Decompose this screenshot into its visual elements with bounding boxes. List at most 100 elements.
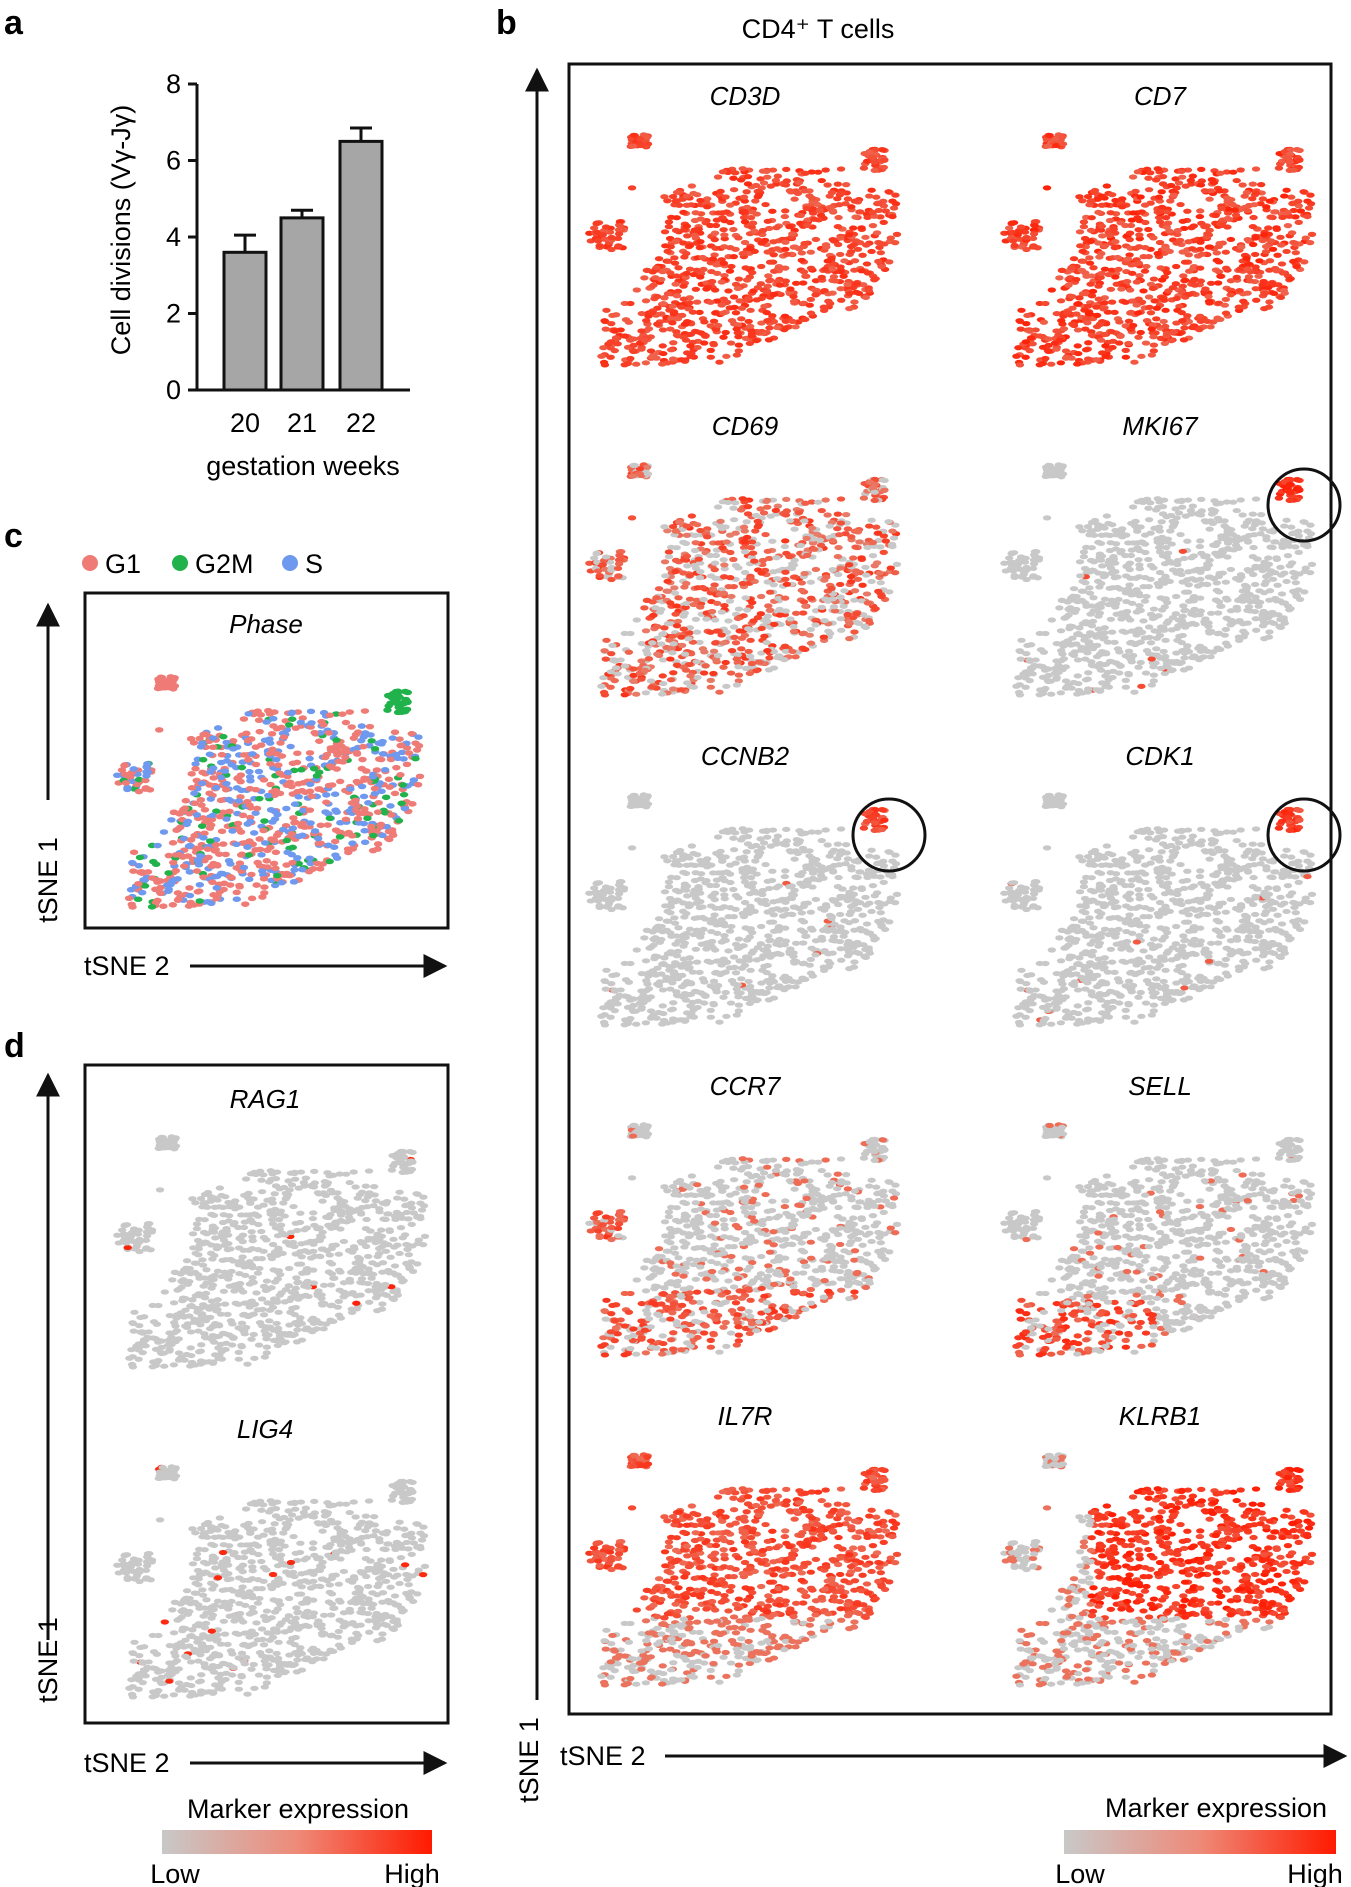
cell-point — [658, 361, 667, 367]
cell-point — [837, 627, 846, 633]
cell-point — [679, 956, 688, 962]
cell-point — [1107, 299, 1117, 305]
cell-point — [1300, 589, 1309, 595]
cell-point — [855, 539, 864, 545]
cell-point — [861, 234, 870, 240]
cell-point — [1196, 208, 1205, 214]
cell-point — [1149, 664, 1158, 670]
cell-point — [715, 1019, 724, 1025]
cell-point — [695, 309, 704, 315]
cell-point — [1212, 580, 1222, 586]
cell-point — [1144, 556, 1153, 563]
panel-label-b: b — [496, 4, 517, 42]
cell-point — [1258, 281, 1267, 288]
cell-point — [742, 519, 751, 525]
cell-point — [871, 936, 880, 942]
cell-point — [1063, 640, 1072, 646]
cell-point — [763, 318, 772, 324]
cell-point — [862, 921, 872, 927]
cell-point — [876, 910, 885, 916]
cell-point — [1197, 508, 1207, 514]
cell-point — [1081, 347, 1091, 353]
cell-point — [756, 263, 766, 270]
cell-point — [647, 684, 656, 690]
cell-point — [1293, 477, 1303, 483]
cell-point — [1167, 338, 1176, 344]
cell-point — [729, 226, 738, 233]
cell-point — [726, 219, 735, 226]
cell-point — [710, 567, 719, 573]
cell-point — [1047, 617, 1057, 623]
cell-point — [610, 1008, 619, 1014]
cell-point — [770, 621, 779, 627]
cell-point — [1083, 633, 1092, 639]
cell-point — [1179, 667, 1189, 673]
cell-point — [641, 628, 651, 634]
cell-point — [695, 575, 705, 581]
cell-point — [785, 848, 795, 854]
cell-point — [614, 561, 624, 567]
cell-point — [1055, 337, 1065, 343]
cell-point — [674, 519, 684, 525]
cell-point — [879, 879, 888, 885]
cell-point — [797, 587, 806, 593]
cell-point — [1160, 575, 1170, 582]
cell-point — [817, 837, 826, 844]
cell-point — [1221, 595, 1231, 601]
cell-point — [801, 273, 810, 279]
cell-point — [835, 581, 845, 588]
cell-point — [1025, 328, 1035, 334]
cell-point — [1043, 473, 1053, 479]
cell-point — [1265, 528, 1275, 534]
cell-point — [1239, 628, 1248, 634]
bar-20 — [222, 250, 268, 392]
cell-point — [691, 210, 700, 216]
cell-point — [833, 241, 843, 248]
cell-point — [763, 878, 773, 884]
cell-point — [1215, 240, 1224, 247]
cell-point — [692, 192, 702, 198]
cell-point — [706, 629, 715, 635]
cell-point — [710, 617, 720, 623]
cell-point — [1154, 194, 1164, 200]
cell-point — [1072, 606, 1081, 613]
cell-point — [1094, 539, 1103, 545]
cell-point — [850, 267, 859, 273]
cell-point — [759, 840, 769, 846]
cell-point — [1098, 563, 1107, 569]
cell-point — [1197, 178, 1207, 184]
cell-point — [1097, 202, 1107, 208]
cell-point — [1134, 334, 1143, 340]
cell-point — [825, 853, 834, 859]
cell-point — [763, 218, 773, 224]
cell-point — [879, 549, 888, 555]
cell-point — [669, 971, 678, 977]
cell-point — [1282, 187, 1291, 193]
cell-point — [671, 238, 680, 244]
cell-point — [746, 637, 755, 643]
cell-point — [1072, 311, 1081, 317]
cell-point — [734, 276, 744, 282]
cell-point — [762, 289, 772, 295]
cell-point — [1200, 224, 1209, 230]
cell-point — [668, 356, 678, 362]
cell-point — [752, 668, 761, 674]
cell-point — [819, 964, 829, 970]
cell-point — [642, 978, 651, 984]
cell-point — [1131, 518, 1140, 524]
cell-point — [1292, 263, 1301, 270]
cell-point — [780, 595, 790, 601]
cell-point — [1068, 651, 1077, 657]
cell-point — [890, 900, 900, 906]
cell-point — [1276, 294, 1286, 301]
cell-point — [1007, 220, 1017, 226]
cell-point — [620, 663, 630, 669]
cell-point — [872, 194, 881, 200]
cell-point — [1097, 270, 1106, 277]
cell-point — [773, 654, 782, 661]
cell-point — [867, 847, 876, 853]
cell-point — [762, 309, 771, 316]
cell-point — [1228, 531, 1237, 538]
x-axis-label: gestation weeks — [206, 451, 400, 481]
cell-point — [666, 600, 675, 606]
